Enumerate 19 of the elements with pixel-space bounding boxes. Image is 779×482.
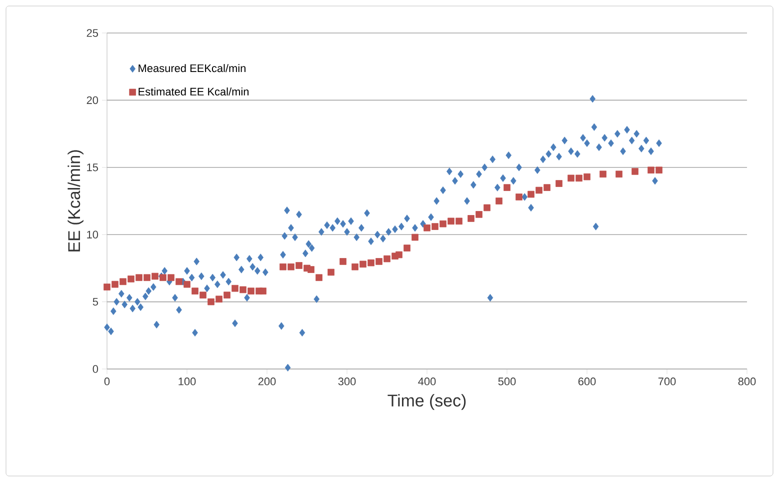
y-tick-label: 25 xyxy=(86,29,98,37)
y-tick-label: 10 xyxy=(87,230,98,238)
x-tick-label: 200 xyxy=(258,378,276,386)
x-tick-label: 300 xyxy=(338,378,356,386)
x-tick-label: 600 xyxy=(578,378,596,386)
x-tick-label: 100 xyxy=(178,378,196,386)
y-tick-label: 5 xyxy=(92,298,98,306)
legend-label: Measured EEKcal/min xyxy=(138,64,246,72)
x-axis-title: Time (sec) xyxy=(388,394,466,410)
x-tick-label: 700 xyxy=(658,378,676,386)
x-tick-label: 500 xyxy=(498,378,516,386)
x-tick-label: 400 xyxy=(418,378,436,386)
x-tick-label: 0 xyxy=(104,378,110,386)
y-tick-label: 0 xyxy=(92,365,98,373)
y-tick-label: 20 xyxy=(86,96,98,104)
y-tick-label: 15 xyxy=(87,164,98,172)
legend-label: Estimated EE Kcal/min xyxy=(138,87,249,96)
x-tick-label: 800 xyxy=(738,378,756,386)
y-axis-title: EE (Kcal/min) xyxy=(68,150,84,252)
